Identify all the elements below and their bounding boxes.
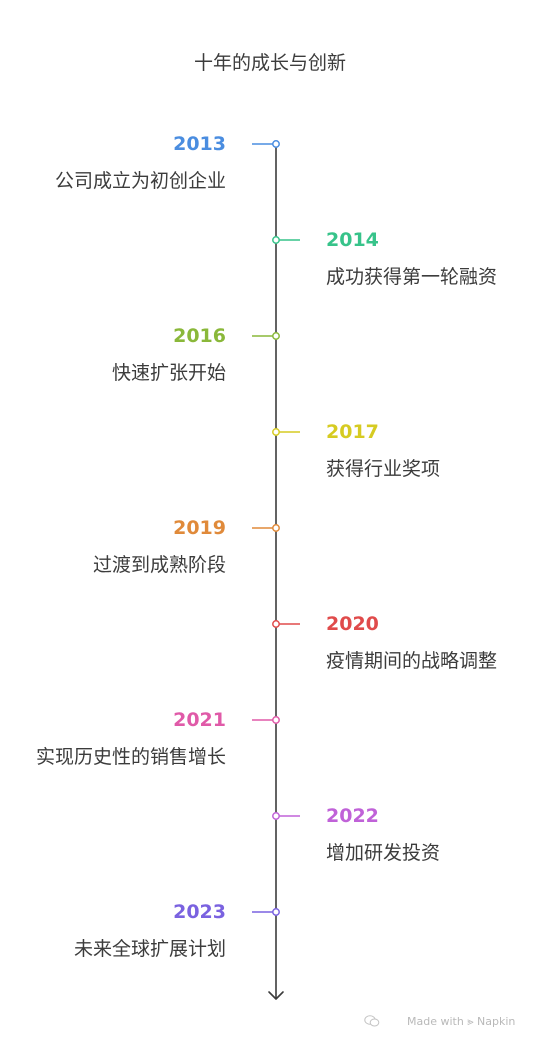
event-year: 2023 — [173, 901, 226, 923]
event-description: 公司成立为初创企业 — [54, 170, 226, 192]
event-year: 2021 — [173, 709, 226, 731]
event-description: 快速扩张开始 — [111, 362, 226, 384]
wechat-icon — [364, 1015, 380, 1027]
event-description: 增加研发投资 — [326, 842, 441, 864]
event-description: 未来全球扩展计划 — [73, 938, 226, 960]
timeline-title: 十年的成长与创新 — [193, 52, 346, 74]
event-year: 2020 — [326, 613, 379, 635]
watermark-text: Made with ⪢ Napkin — [407, 1015, 516, 1028]
event-year: 2022 — [326, 805, 379, 827]
event-description: 过渡到成熟阶段 — [92, 554, 226, 576]
axis-arrow-icon — [268, 991, 284, 1000]
event-marker — [272, 812, 280, 820]
event-marker — [272, 908, 280, 916]
watermark: Made with ⪢ Napkin — [360, 1012, 530, 1034]
event-description: 实现历史性的销售增长 — [35, 746, 226, 768]
event-marker — [272, 140, 280, 148]
event-year: 2019 — [173, 517, 226, 539]
event-marker — [272, 716, 280, 724]
event-marker — [272, 332, 280, 340]
event-marker — [272, 428, 280, 436]
event-year: 2014 — [326, 229, 379, 251]
event-year: 2017 — [326, 421, 379, 443]
event-marker — [272, 524, 280, 532]
event-year: 2013 — [173, 133, 226, 155]
event-description: 疫情期间的战略调整 — [326, 650, 498, 672]
event-description: 成功获得第一轮融资 — [326, 266, 498, 288]
event-marker — [272, 620, 280, 628]
event-year: 2016 — [173, 325, 226, 347]
event-description: 获得行业奖项 — [326, 458, 441, 480]
event-marker — [272, 236, 280, 244]
